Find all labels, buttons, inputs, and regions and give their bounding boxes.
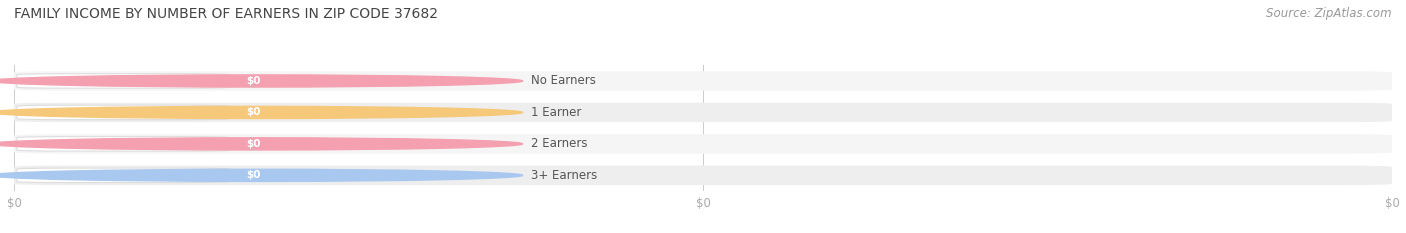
FancyBboxPatch shape <box>221 106 287 118</box>
Circle shape <box>0 106 523 119</box>
FancyBboxPatch shape <box>221 169 287 181</box>
Text: 3+ Earners: 3+ Earners <box>531 169 598 182</box>
Circle shape <box>0 138 523 150</box>
FancyBboxPatch shape <box>14 103 1392 122</box>
Text: $0: $0 <box>246 76 260 86</box>
FancyBboxPatch shape <box>14 134 1392 154</box>
Circle shape <box>0 169 523 182</box>
FancyBboxPatch shape <box>17 74 231 88</box>
FancyBboxPatch shape <box>14 166 1392 185</box>
Circle shape <box>0 75 523 87</box>
FancyBboxPatch shape <box>221 75 287 87</box>
Text: $0: $0 <box>246 107 260 117</box>
Text: $0: $0 <box>246 139 260 149</box>
FancyBboxPatch shape <box>17 105 231 120</box>
Text: Source: ZipAtlas.com: Source: ZipAtlas.com <box>1267 7 1392 20</box>
Text: 1 Earner: 1 Earner <box>531 106 581 119</box>
FancyBboxPatch shape <box>14 71 1392 91</box>
Text: 2 Earners: 2 Earners <box>531 137 588 150</box>
Text: FAMILY INCOME BY NUMBER OF EARNERS IN ZIP CODE 37682: FAMILY INCOME BY NUMBER OF EARNERS IN ZI… <box>14 7 439 21</box>
FancyBboxPatch shape <box>17 168 231 183</box>
Text: $0: $0 <box>246 170 260 180</box>
FancyBboxPatch shape <box>17 137 231 151</box>
Text: No Earners: No Earners <box>531 75 596 87</box>
FancyBboxPatch shape <box>221 138 287 150</box>
